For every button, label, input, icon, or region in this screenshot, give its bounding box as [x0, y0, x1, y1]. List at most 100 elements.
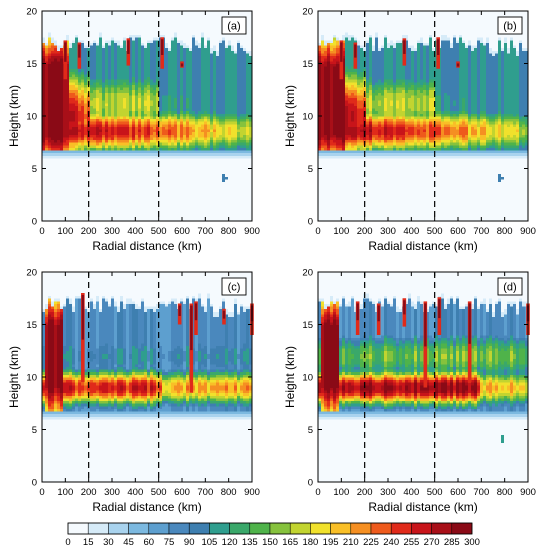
heatmap-cell	[66, 103, 69, 106]
heatmap-cell	[174, 208, 177, 211]
heatmap-cell	[117, 16, 120, 19]
heatmap-cell	[78, 74, 81, 77]
heatmap-cell	[48, 29, 51, 32]
heatmap-cell	[192, 58, 195, 61]
heatmap-cell	[123, 45, 126, 48]
heatmap-cell	[219, 14, 222, 17]
heatmap-cell	[102, 195, 105, 198]
heatmap-cell	[132, 153, 135, 156]
heatmap-cell	[189, 182, 192, 185]
heatmap-cell	[228, 187, 231, 190]
heatmap-cell	[219, 150, 222, 153]
heatmap-cell	[63, 113, 66, 116]
heatmap-cell	[219, 119, 222, 122]
heatmap-cell	[165, 163, 168, 166]
heatmap-cell	[105, 92, 108, 95]
heatmap-cell	[60, 77, 63, 80]
heatmap-cell	[165, 90, 168, 93]
heatmap-cell	[87, 148, 90, 151]
heatmap-cell	[141, 103, 144, 106]
heatmap-cell	[132, 90, 135, 93]
heatmap-cell	[78, 127, 81, 130]
heatmap-cell	[165, 140, 168, 143]
heatmap-cell	[54, 69, 57, 72]
heatmap-cell	[87, 197, 90, 200]
heatmap-cell	[201, 71, 204, 74]
heatmap-cell	[129, 169, 132, 172]
heatmap-cell	[186, 61, 189, 64]
heatmap-cell	[180, 29, 183, 32]
heatmap-cell	[54, 24, 57, 27]
heatmap-cell	[210, 108, 213, 111]
heatmap-cell	[123, 16, 126, 19]
heatmap-cell	[141, 27, 144, 30]
heatmap-cell	[123, 35, 126, 38]
heatmap-cell	[138, 171, 141, 174]
heatmap-cell	[123, 71, 126, 74]
heatmap-cell	[195, 61, 198, 64]
heatmap-cell	[201, 197, 204, 200]
heatmap-cell	[204, 50, 207, 53]
heatmap-cell	[195, 95, 198, 98]
heatmap-cell	[183, 121, 186, 124]
heatmap-cell	[51, 190, 54, 193]
heatmap-cell	[51, 90, 54, 93]
heatmap-cell	[216, 184, 219, 187]
heatmap-cell	[57, 213, 60, 216]
heatmap-cell	[150, 213, 153, 216]
heatmap-cell	[228, 169, 231, 172]
heatmap-cell	[174, 32, 177, 35]
heatmap-cell	[78, 106, 81, 109]
heatmap-cell	[216, 103, 219, 106]
heatmap-cell	[72, 205, 75, 208]
heatmap-cell	[198, 35, 201, 38]
heatmap-cell	[105, 79, 108, 82]
heatmap-cell	[183, 95, 186, 98]
heatmap-cell	[216, 98, 219, 101]
heatmap-cell	[57, 35, 60, 38]
heatmap-cell	[51, 87, 54, 90]
heatmap-cell	[132, 58, 135, 61]
heatmap-cell	[102, 45, 105, 48]
heatmap-cell	[69, 132, 72, 135]
heatmap-cell	[168, 174, 171, 177]
heatmap-cell	[123, 190, 126, 193]
heatmap-cell	[132, 53, 135, 56]
heatmap-cell	[81, 216, 84, 219]
heatmap-cell	[192, 40, 195, 43]
heatmap-cell	[135, 113, 138, 116]
heatmap-cell	[168, 50, 171, 53]
heatmap-cell	[135, 22, 138, 25]
heatmap-cell	[117, 56, 120, 59]
heatmap-cell	[45, 197, 48, 200]
heatmap-cell	[198, 14, 201, 17]
heatmap-cell	[63, 106, 66, 109]
heatmap-cell	[60, 124, 63, 127]
heatmap-cell	[189, 127, 192, 130]
heatmap-cell	[111, 29, 114, 32]
heatmap-cell	[144, 43, 147, 46]
heatmap-cell	[117, 24, 120, 27]
heatmap-cell	[216, 79, 219, 82]
heatmap-cell	[126, 150, 129, 153]
heatmap-cell	[210, 14, 213, 17]
heatmap-cell	[165, 77, 168, 80]
heatmap-cell	[171, 116, 174, 119]
heatmap-cell	[93, 174, 96, 177]
heatmap-cell	[66, 182, 69, 185]
heatmap-cell	[186, 192, 189, 195]
heatmap-cell	[147, 37, 150, 40]
heatmap-cell	[63, 161, 66, 164]
heatmap-cell	[120, 53, 123, 56]
heatmap-cell	[153, 121, 156, 124]
heatmap-cell	[93, 132, 96, 135]
heatmap-cell	[45, 158, 48, 161]
heatmap-cell	[201, 200, 204, 203]
heatmap-cell	[63, 129, 66, 132]
heatmap-cell	[168, 56, 171, 59]
heatmap-cell	[174, 79, 177, 82]
heatmap-cell	[180, 195, 183, 198]
heatmap-cell	[90, 161, 93, 164]
heatmap-cell	[180, 148, 183, 151]
heatmap-cell	[75, 82, 78, 85]
